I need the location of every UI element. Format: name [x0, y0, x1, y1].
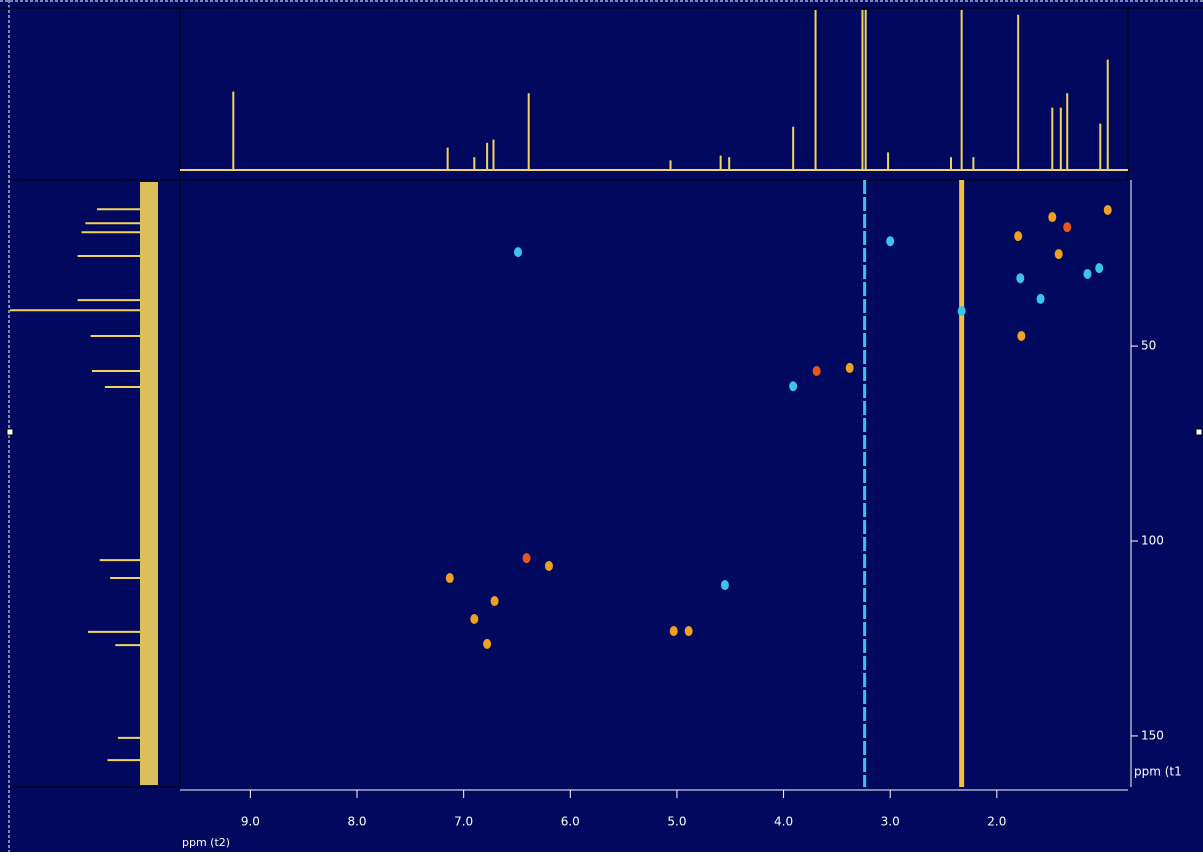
cross-peak	[1063, 222, 1072, 233]
resize-handle[interactable]	[1195, 428, 1203, 436]
cross-peak	[514, 247, 523, 258]
resize-handle[interactable]	[6, 428, 14, 436]
cross-peak	[490, 596, 499, 607]
cross-peak	[1014, 231, 1023, 242]
x-axis-label: ppm (t2)	[182, 836, 230, 849]
cross-peak	[957, 305, 966, 316]
cross-peak	[720, 580, 729, 591]
cross-peak	[1017, 330, 1026, 341]
cross-peak	[1054, 249, 1063, 260]
cross-peak	[522, 553, 531, 564]
cross-peak	[445, 573, 454, 584]
noise-band	[140, 182, 158, 785]
y-tick-label: 50	[1141, 339, 1156, 353]
cross-peak	[845, 362, 854, 373]
cross-peak	[1016, 273, 1025, 284]
y-tick-label: 150	[1141, 728, 1164, 742]
cross-peak	[684, 626, 693, 637]
x-tick-label: 4.0	[774, 815, 793, 829]
x-tick-label: 2.0	[987, 815, 1006, 829]
y-tick-label: 100	[1141, 534, 1164, 548]
x-tick-label: 3.0	[881, 815, 900, 829]
x-tick-label: 6.0	[561, 815, 580, 829]
cross-peak	[1036, 293, 1045, 304]
cross-peak	[812, 366, 821, 377]
cross-peak	[669, 626, 678, 637]
y-axis-label: ppm (t1	[1134, 765, 1182, 779]
cross-peak	[1048, 212, 1057, 223]
x-tick-label: 5.0	[667, 815, 686, 829]
cross-peak	[789, 381, 798, 392]
cross-peak	[1083, 268, 1092, 279]
x-tick-label: 8.0	[347, 815, 366, 829]
cross-peak	[886, 236, 895, 247]
cross-peak	[470, 613, 479, 624]
cross-peak	[1103, 205, 1112, 216]
cross-peak	[544, 560, 553, 571]
cross-peak	[483, 638, 492, 649]
cross-peak	[1095, 263, 1104, 274]
x-tick-label: 9.0	[241, 815, 260, 829]
x-tick-label: 7.0	[454, 815, 473, 829]
